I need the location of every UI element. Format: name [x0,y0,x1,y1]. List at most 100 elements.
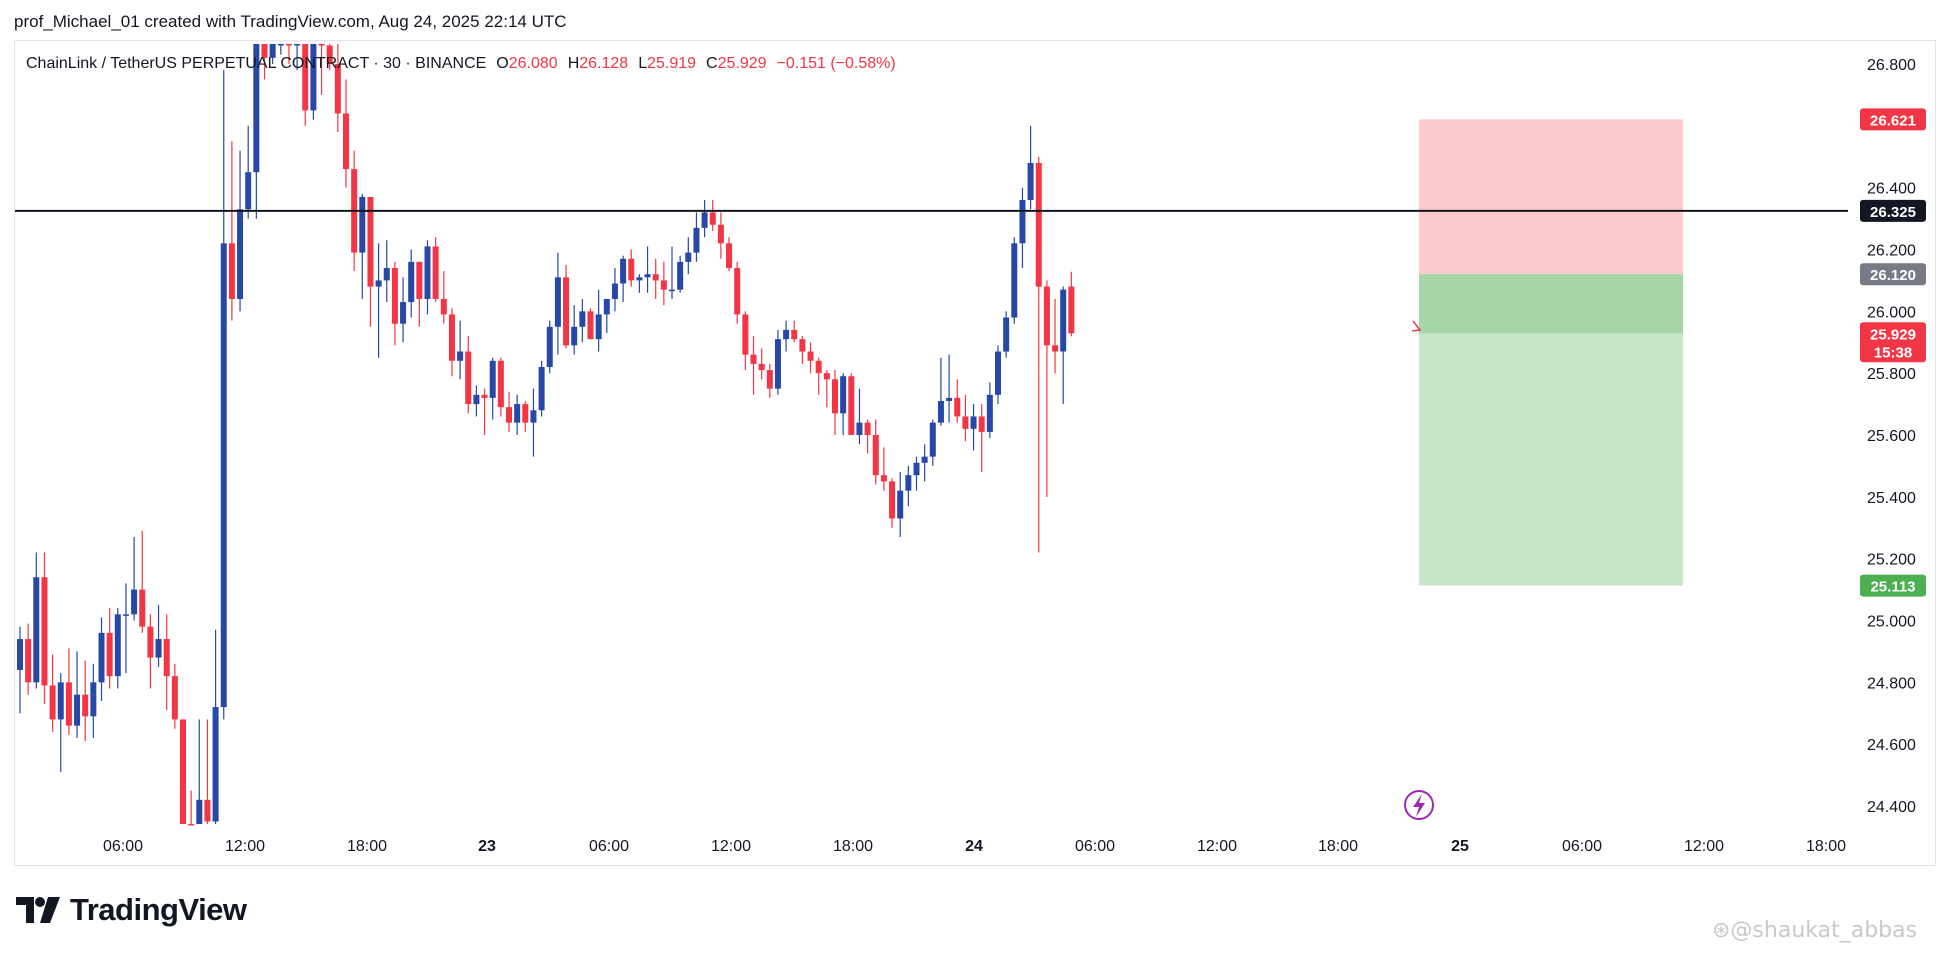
candle-body [799,339,806,352]
candle [171,663,178,729]
candle [1027,125,1034,210]
candle [41,552,48,704]
candle-body [506,407,512,423]
candle [880,447,887,491]
candle [514,394,521,435]
candle [285,44,292,64]
candle [489,357,496,420]
candle-body [74,694,81,726]
price-tick-label: 24.400 [1867,799,1916,816]
candle-body [400,302,407,324]
price-tick-label: 25.400 [1867,490,1916,507]
candle-body [946,397,953,401]
candle [840,373,847,435]
candle-body [677,261,684,290]
candle-body [1003,317,1010,352]
candle-body [1043,286,1050,346]
candle-body [310,44,317,111]
candle-body [228,243,235,299]
candle [261,44,268,80]
candle-body [701,212,708,228]
candle [970,404,977,451]
candle [465,336,472,414]
candle-body [620,258,627,284]
candle [750,336,757,395]
candle [620,255,627,303]
time-tick-label: 12:00 [1684,838,1724,855]
candle [905,465,912,507]
candle [1019,187,1026,269]
entry-price-badge-text: 26.120 [1870,267,1916,284]
candle [652,258,659,299]
candle [302,44,309,126]
candle [758,348,765,380]
candle-body [391,268,398,324]
target-price-badge: 25.113 [1860,574,1926,597]
candle-body [294,44,301,46]
tradingview-brand[interactable]: TradingView [16,892,247,928]
candle-body [530,410,537,423]
candle [432,237,439,303]
candle [269,44,276,64]
candle [228,141,235,321]
time-tick-label: 18:00 [347,838,387,855]
candle [660,261,667,306]
candle-body [253,44,260,173]
brand-name: TradingView [70,892,247,927]
lightning-icon[interactable] [1404,790,1434,820]
candle [416,261,423,327]
candle [693,212,700,262]
candle-body [628,258,635,281]
target-price-badge-bg [1860,574,1926,597]
candle [986,382,993,439]
candle [807,342,814,374]
tradingview-logo-icon [16,897,60,923]
time-tick-label: 06:00 [1075,838,1115,855]
time-axis: 06:00 12:00 18:00 23 06:00 12:00 18:00 24 06:00 1… [103,838,1846,855]
candle-body [1052,345,1059,352]
stop-price-badge: 26.621 [1860,108,1926,131]
price-tick-label: 26.400 [1867,181,1916,198]
candle [709,200,716,231]
candle [1052,298,1059,374]
candle [978,404,985,473]
candle-body [180,719,186,824]
candle-body [212,707,219,822]
candle-body [766,370,773,389]
candle-body [497,360,504,408]
time-tick-label: 18:00 [1318,838,1358,855]
candle [237,150,244,312]
time-tick-label: 12:00 [711,838,751,855]
price-tick-label: 24.800 [1867,675,1916,692]
symbol-legend[interactable]: ChainLink / TetherUS PERPETUAL CONTRACT … [26,55,896,72]
candle-body [611,283,618,299]
candle [717,212,724,259]
candle-body [326,45,333,64]
candle-body [921,456,928,463]
price-chart[interactable]: 26.800 26.400 26.200 26.000 25.800 25.600 25.4… [0,0,1950,880]
candle [1011,237,1018,324]
price-tick-label: 26.800 [1867,57,1916,74]
candle [734,261,741,324]
candle [383,240,390,303]
candle-body [709,212,716,225]
candle [1003,311,1010,358]
candle [823,370,830,408]
candle-body [734,268,741,315]
candle [391,261,398,346]
candle-body [343,113,349,170]
candle-body [929,422,936,457]
candle-body [636,277,643,281]
candle-body [334,64,341,114]
candle-body [954,397,961,417]
candle [946,354,953,423]
candle-body [848,376,855,435]
candle-body [383,268,390,281]
candle [448,308,455,377]
legend-h-value: 26.128 [579,55,628,72]
time-tick-label: 18:00 [1806,838,1846,855]
candle [408,249,415,318]
candle-body [579,311,586,327]
candle-body [171,676,178,720]
candle-body [978,416,985,432]
